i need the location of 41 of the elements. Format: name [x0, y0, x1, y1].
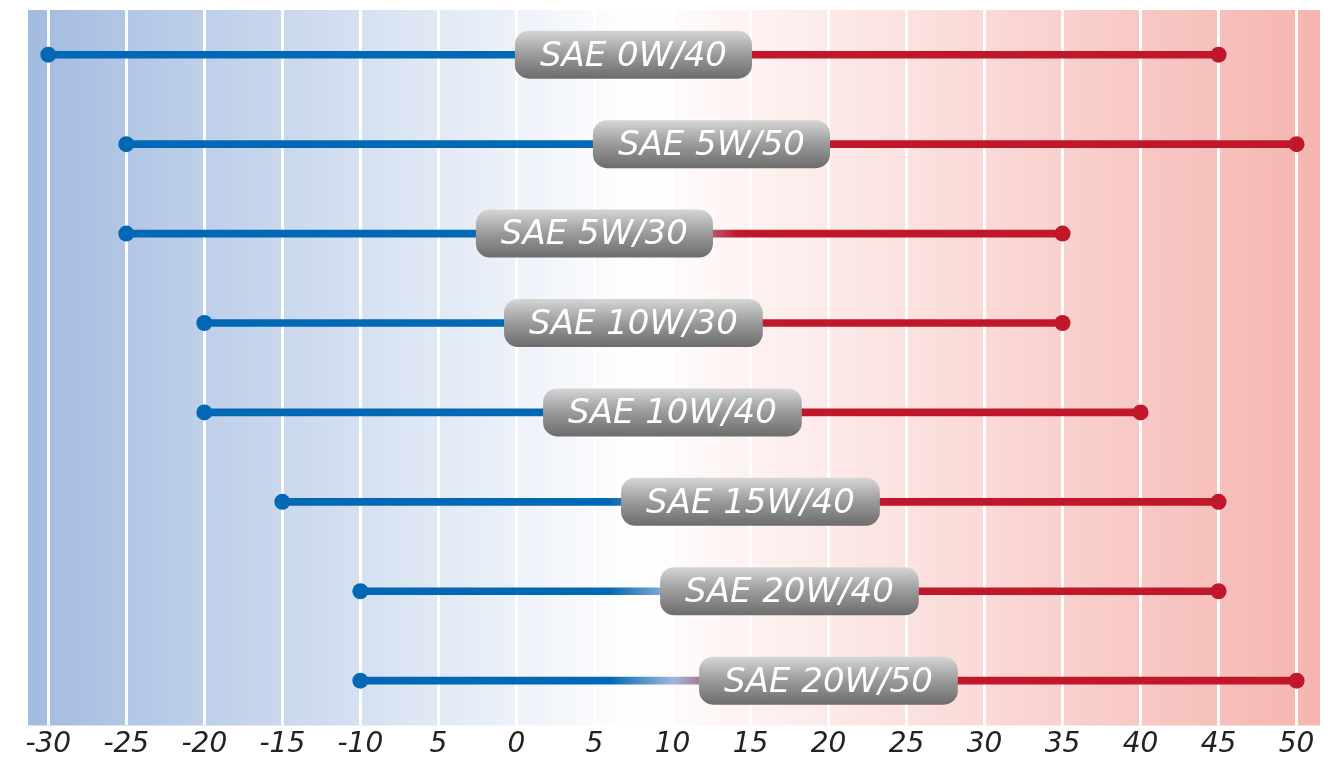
point: [1054, 314, 1071, 331]
point: [118, 225, 135, 242]
x-tick-label: 5: [585, 726, 604, 760]
x-tick-label: -15: [259, 726, 306, 760]
x-tick-label: 5: [429, 726, 448, 760]
y-tick-label: SAE 20W/40: [685, 570, 894, 611]
point: [1054, 225, 1071, 242]
x-tick-label: -20: [181, 726, 228, 760]
y-tick-label: SAE 5W/50: [617, 122, 805, 163]
x-tick-label: 40: [1122, 726, 1159, 760]
x-tick-label: -10: [337, 726, 384, 760]
point: [1210, 46, 1227, 63]
point: [352, 672, 369, 689]
y-tick-label: SAE 0W/40: [539, 33, 727, 74]
point: [1288, 136, 1305, 153]
x-tick-label: -25: [103, 726, 150, 760]
point: [1210, 583, 1227, 600]
x-tick-label: 10: [654, 726, 691, 760]
point: [118, 136, 135, 153]
point: [196, 314, 213, 331]
point: [196, 404, 213, 421]
x-tick-label: 50: [1278, 726, 1315, 760]
y-tick-label: SAE 20W/50: [724, 659, 933, 700]
x-tick-label: 35: [1044, 726, 1081, 760]
y-tick-label: SAE 10W/30: [529, 301, 738, 342]
y-tick-label: SAE 10W/40: [568, 391, 777, 432]
y-tick-label: SAE 5W/30: [500, 212, 688, 253]
point: [1132, 404, 1149, 421]
x-tick-label: 20: [810, 726, 847, 760]
x-tick-label: 30: [966, 726, 1003, 760]
x-tick-label: 25: [888, 726, 925, 760]
point: [352, 583, 369, 600]
x-tick-label: 45: [1200, 726, 1237, 760]
point: [1288, 672, 1305, 689]
point: [274, 493, 291, 510]
x-tick-label: 15: [732, 726, 769, 760]
x-tick-label: -30: [25, 726, 72, 760]
point: [1210, 493, 1227, 510]
point: [40, 46, 57, 63]
x-tick-label: 0: [507, 726, 526, 760]
y-tick-label: SAE 15W/40: [646, 480, 855, 521]
